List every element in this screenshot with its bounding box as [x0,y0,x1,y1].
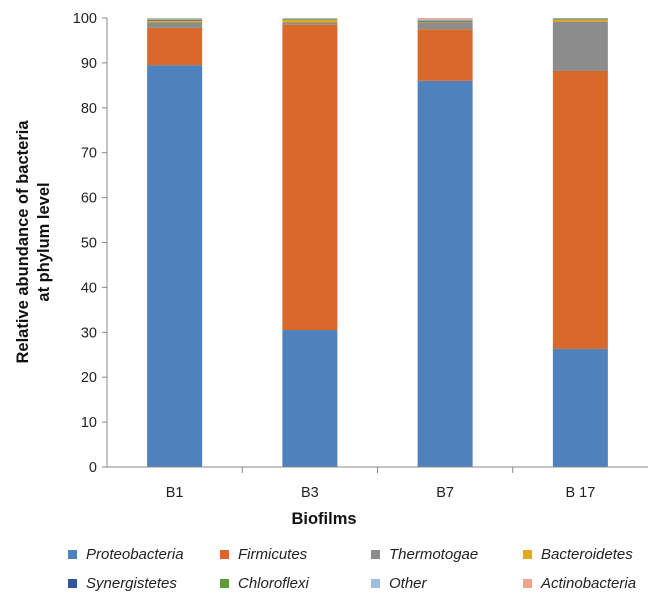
y-axis-title: Relative abundance of bacteria at phylum … [14,120,53,364]
bar-segment [417,21,473,23]
y-tick-label: 50 [81,236,97,252]
legend-item: Synergistetes [68,575,177,592]
legend-label: Bacteroidetes [541,546,633,563]
x-tick-label: B7 [436,485,454,501]
bars [147,18,608,468]
legend-label: Proteobacteria [86,546,184,563]
legend-item: Thermotogae [371,546,478,563]
legend-swatch [523,550,532,559]
bar-segment [147,65,203,468]
bar-segment [147,22,203,28]
legend-item: Proteobacteria [68,546,184,563]
y-axis-title-line: at phylum level [35,182,53,301]
y-tick-label: 20 [81,370,97,386]
bar-segment [552,19,608,22]
x-tick-label: B3 [301,485,319,501]
legend-label: Other [389,575,427,592]
bar-segment [417,80,473,468]
legend-swatch [220,550,229,559]
bar-segment [282,22,338,25]
bar-segment [417,20,473,22]
bar-segment [552,21,608,71]
bar-segment [282,19,338,23]
bar-segment [552,348,608,467]
y-tick-label: 70 [81,146,97,162]
bar-segment [147,19,203,21]
x-axis: B1 B3 B7 B 17 [107,466,648,501]
legend-label: Firmicutes [238,546,308,563]
bar-segment [147,27,203,66]
legend-swatch [220,579,229,588]
legend-item: Chloroflexi [220,575,309,592]
bar-segment [417,29,473,81]
bar-segment [147,18,203,20]
y-tick-label: 60 [81,191,97,207]
bar-segment [282,330,338,467]
legend-swatch [371,550,380,559]
y-axis-title-line: Relative abundance of bacteria [14,120,32,364]
x-tick-label: B1 [166,485,184,501]
legend-label: Chloroflexi [238,575,309,592]
y-tick-label: 100 [73,11,97,27]
legend-item: Bacteroidetes [523,546,633,563]
x-tick-label: B 17 [565,485,595,501]
legend-item: Firmicutes [220,546,307,563]
legend-item: Other [371,575,427,592]
y-axis-title-text: Relative abundance of bacteria at phylum … [14,120,53,364]
legend-label: Thermotogae [389,546,479,563]
y-tick-label: 40 [81,280,97,296]
bar-segment [147,20,203,23]
y-tick-label: 30 [81,325,97,341]
y-tick-label: 80 [81,101,97,117]
x-axis-title: Biofilms [291,510,357,528]
bar-segment [552,70,608,349]
legend-label: Actinobacteria [541,575,637,592]
y-tick-label: 0 [89,460,97,476]
y-tick-label: 10 [81,415,97,431]
legend-item: Actinobacteria [523,575,636,592]
y-tick-label: 90 [81,56,97,72]
legend-swatch [68,579,77,588]
legend-swatch [371,579,380,588]
legend-swatch [68,550,77,559]
bar-segment [417,19,473,21]
legend-swatch [523,579,532,588]
legend-label: Synergistetes [86,575,177,592]
bar-segment [282,24,338,331]
bar-segment [417,18,473,20]
y-axis: 0 10 20 30 40 50 60 70 80 90 100 [73,11,108,476]
bar-segment [417,22,473,30]
